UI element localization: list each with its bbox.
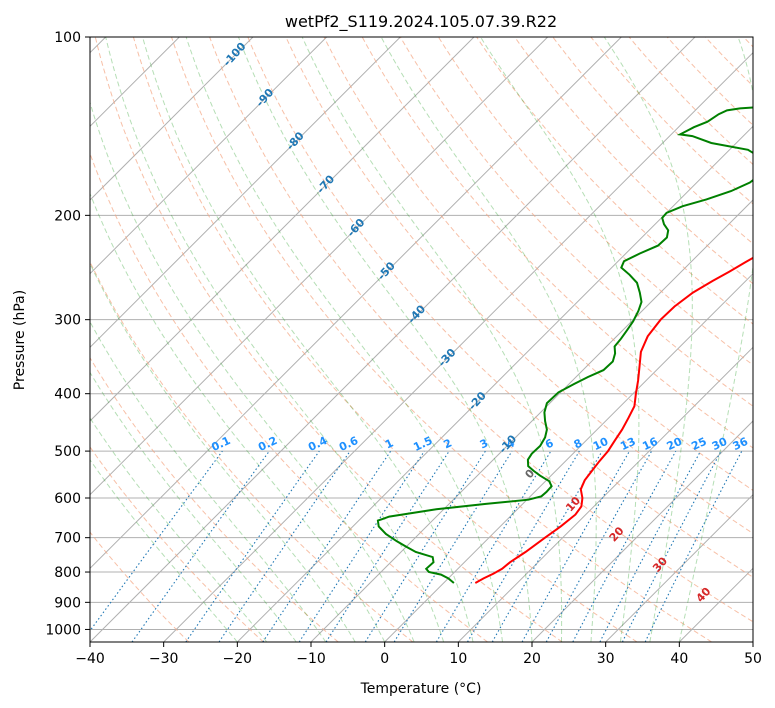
dry-adiabat: [590, 37, 753, 205]
dry-adiabat: [552, 37, 753, 245]
isotherm-line: [90, 37, 401, 349]
y-tick-label: 1000: [45, 622, 81, 638]
mixing-ratio-label: 36: [731, 435, 751, 453]
mixing-ratio-layer: [90, 450, 743, 642]
moist-adiabat: [90, 417, 268, 642]
isotherm-line: [457, 346, 753, 642]
dry-adiabat: [323, 37, 753, 491]
x-tick-label: 30: [597, 651, 615, 667]
moist-adiabat: [237, 37, 533, 642]
plot-background: [90, 37, 753, 642]
mixing-ratio-label: 30: [710, 435, 730, 453]
adiabat-layer: [90, 37, 753, 642]
mixing-ratio-label: 20: [665, 435, 685, 453]
mixing-ratio-line: [185, 450, 320, 642]
dry-adiabat: [399, 37, 753, 407]
moist-adiabat: [603, 37, 693, 642]
mixing-ratio-line: [545, 450, 653, 642]
chart-title: wetPf2_S119.2024.105.07.39.R22: [285, 12, 557, 32]
moist-adiabat: [380, 37, 597, 642]
moist-adiabat: [105, 37, 445, 642]
moist-adiabat: [90, 100, 415, 642]
mixing-ratio-label: 16: [640, 435, 660, 453]
temperature-profile: [474, 256, 753, 584]
isotherm-line: [90, 37, 254, 201]
moist-adiabat: [142, 37, 474, 642]
mixing-ratio-label: 10: [591, 435, 611, 453]
y-tick-label: 200: [54, 208, 81, 224]
y-tick-label: 400: [54, 387, 81, 403]
y-axis-title: Pressure (hPa): [12, 290, 28, 390]
isotherm-line: [752, 641, 753, 642]
mixing-ratio-line: [325, 450, 450, 642]
mixing-ratio-line: [521, 450, 630, 642]
mixing-ratio-line: [90, 450, 223, 632]
isotherm-line: [384, 272, 753, 642]
series-layer: [376, 106, 753, 584]
isotherm-line: [90, 37, 475, 422]
x-tick-label: 20: [523, 651, 541, 667]
dry-adiabat: [90, 356, 339, 642]
moist-adiabat: [90, 192, 386, 642]
grid-layer: [90, 37, 753, 642]
mixing-ratio-line: [364, 450, 486, 642]
dry-adiabat: [171, 37, 712, 642]
isotherm-line: [90, 37, 622, 570]
x-tick-label: 50: [744, 651, 762, 667]
y-tick-label: 300: [54, 313, 81, 329]
isotherm-line: [90, 37, 696, 642]
x-tick-label: 0: [380, 651, 389, 667]
isotherm-line: [531, 420, 753, 642]
isotherm-line: [90, 37, 328, 275]
dewpoint-profile: [376, 106, 753, 584]
mixing-ratio-line: [131, 450, 270, 642]
mixing-ratio-label: 13: [618, 435, 637, 453]
y-tick-label: 900: [54, 595, 81, 611]
x-tick-label: −30: [149, 651, 179, 667]
x-tick-label: −10: [296, 651, 326, 667]
y-tick-label: 100: [54, 30, 81, 46]
x-tick-label: 40: [670, 651, 688, 667]
dry-adiabat: [285, 37, 753, 535]
plot-frame: [89, 36, 754, 643]
dry-adiabat: [361, 37, 753, 449]
moist-adiabat: [479, 37, 640, 642]
isotherm-line: [605, 493, 753, 642]
mixing-ratio-line: [491, 450, 603, 642]
moist-adiabat: [90, 371, 297, 642]
dry-adiabat: [90, 531, 190, 642]
mixing-ratio-label: 25: [689, 435, 708, 453]
dry-adiabat: [476, 37, 753, 325]
mixing-ratio-line: [393, 450, 513, 642]
x-tick-label: −20: [223, 651, 253, 667]
moist-adiabat: [678, 37, 753, 642]
y-tick-label: 500: [54, 444, 81, 460]
moist-adiabat: [90, 320, 327, 642]
tick-layer: −40 −30 −20 −10 0 10 20 30 40 50 100 200 300 400 500 60…: [45, 30, 762, 667]
dry-adiabat: [94, 37, 563, 642]
moist-adiabat: [90, 458, 238, 642]
isotherm-line: [163, 51, 753, 642]
mixing-ratio-line: [435, 450, 552, 642]
dry-adiabat: [90, 260, 414, 642]
isotherm-line: [236, 125, 753, 642]
dry-adiabat: [437, 37, 753, 366]
moist-adiabat: [90, 262, 356, 642]
mixing-ratio-line: [218, 450, 351, 642]
isotherm-line: [90, 37, 549, 496]
y-tick-label: 600: [54, 491, 81, 507]
y-tick-label: 800: [54, 565, 81, 581]
dry-adiabat: [132, 37, 638, 642]
x-tick-label: 10: [449, 651, 467, 667]
y-tick-label: 700: [54, 531, 81, 547]
x-tick-label: −40: [75, 651, 105, 667]
dry-adiabat: [209, 37, 753, 623]
mixing-ratio-line: [572, 450, 677, 642]
mixing-ratio-line: [467, 450, 580, 642]
moist-adiabat: [185, 37, 503, 642]
x-axis-title: Temperature (°C): [360, 681, 482, 697]
